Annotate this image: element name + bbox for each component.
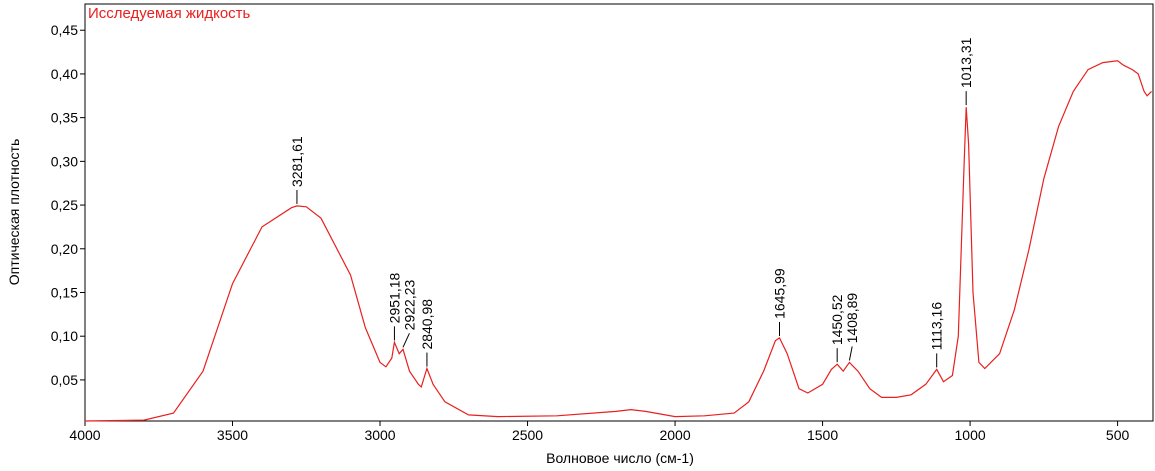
y-tick-label: 0,20 [51, 241, 78, 257]
spectrum-line [84, 60, 1152, 422]
x-tick-label: 2500 [512, 427, 543, 443]
y-tick-label: 0,30 [51, 153, 78, 169]
x-tick-label: 500 [1106, 427, 1130, 443]
x-tick-label: 1500 [807, 427, 838, 443]
peak-label: 1408,89 [844, 293, 860, 344]
x-tick-label: 1000 [955, 427, 986, 443]
y-tick-label: 0,40 [51, 66, 78, 82]
peak-leader [402, 333, 410, 348]
y-tick-label: 0,45 [51, 22, 78, 38]
x-tick-label: 2000 [659, 427, 690, 443]
peak-label: 2922,23 [401, 279, 417, 330]
y-tick-label: 0,05 [51, 372, 78, 388]
plot-frame [84, 3, 1154, 422]
peak-label: 1113,16 [929, 302, 945, 351]
peak-label: 2840,98 [419, 299, 435, 350]
peak-label: 1450,52 [829, 294, 845, 345]
x-tick-label: 4000 [69, 427, 100, 443]
y-tick-label: 0,25 [51, 197, 78, 213]
y-axis-label: Оптическая плотность [6, 139, 22, 286]
x-tick-label: 3500 [217, 427, 248, 443]
x-tick-label: 3000 [364, 427, 395, 443]
chart-title: Исследуемая жидкость [88, 5, 251, 22]
peak-label: 1645,99 [771, 268, 787, 319]
y-tick-label: 0,35 [51, 110, 78, 126]
x-axis-label: Волновое число (см-1) [546, 450, 694, 466]
peak-leader [848, 346, 853, 361]
y-tick-label: 0,10 [51, 328, 78, 344]
peak-label: 3281,61 [289, 136, 305, 187]
peak-label: 2951,18 [386, 273, 402, 324]
y-tick-label: 0,15 [51, 284, 78, 300]
peak-label: 1013,31 [958, 37, 974, 88]
